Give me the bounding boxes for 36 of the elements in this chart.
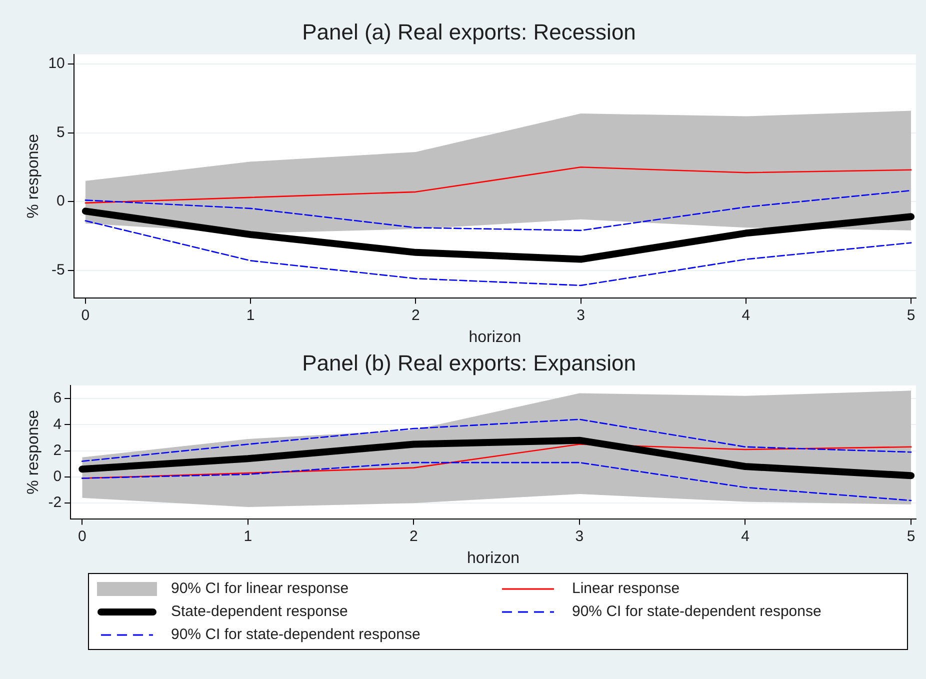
y-tick-label: 10 bbox=[48, 55, 65, 72]
y-tick-label: 5 bbox=[56, 124, 65, 141]
chart-title: Panel (b) Real exports: Expansion bbox=[302, 350, 636, 376]
y-tick-label: 0 bbox=[56, 192, 65, 210]
x-tick-label: 3 bbox=[576, 306, 585, 324]
x-tick-label: 5 bbox=[906, 306, 916, 324]
x-tick-label: 0 bbox=[78, 528, 86, 545]
x-tick-label: 2 bbox=[410, 528, 418, 545]
y-tick-label: 6 bbox=[53, 390, 62, 407]
line-series bbox=[84, 220, 912, 286]
legend-label: State-dependent response bbox=[171, 603, 348, 620]
y-axis-title: % response bbox=[25, 134, 42, 218]
y-tick-label: 0 bbox=[53, 468, 62, 486]
x-axis-title: horizon bbox=[468, 328, 522, 346]
x-tick-label: 1 bbox=[244, 528, 252, 545]
text: 90% CI for linear response bbox=[171, 580, 349, 597]
x-tick-label: 2 bbox=[412, 306, 420, 324]
x-tick-label: 3 bbox=[575, 528, 584, 545]
legend-label: 90% CI for state-dependent response bbox=[171, 626, 420, 643]
x-tick-label: 5 bbox=[906, 528, 916, 545]
chart-title: Panel (a) Real exports: Recession bbox=[302, 19, 636, 44]
legend-label: 90% CI for state-dependent response bbox=[572, 603, 822, 620]
line-series bbox=[81, 462, 912, 502]
x-axis-title: horizon bbox=[467, 550, 520, 567]
y-tick-label: 4 bbox=[53, 416, 62, 433]
x-tick-label: 4 bbox=[741, 528, 750, 545]
line-series bbox=[81, 418, 912, 462]
y-tick-label: -5 bbox=[52, 261, 65, 278]
legend-label: Linear response bbox=[572, 580, 680, 597]
y-tick-label: 2 bbox=[53, 442, 62, 459]
x-tick-label: 4 bbox=[742, 306, 750, 324]
x-tick-label: 0 bbox=[81, 306, 90, 324]
line-series bbox=[84, 190, 912, 232]
x-tick-label: 1 bbox=[246, 306, 255, 324]
y-tick-label: -2 bbox=[48, 494, 62, 512]
y-axis-title: % response bbox=[25, 410, 42, 494]
